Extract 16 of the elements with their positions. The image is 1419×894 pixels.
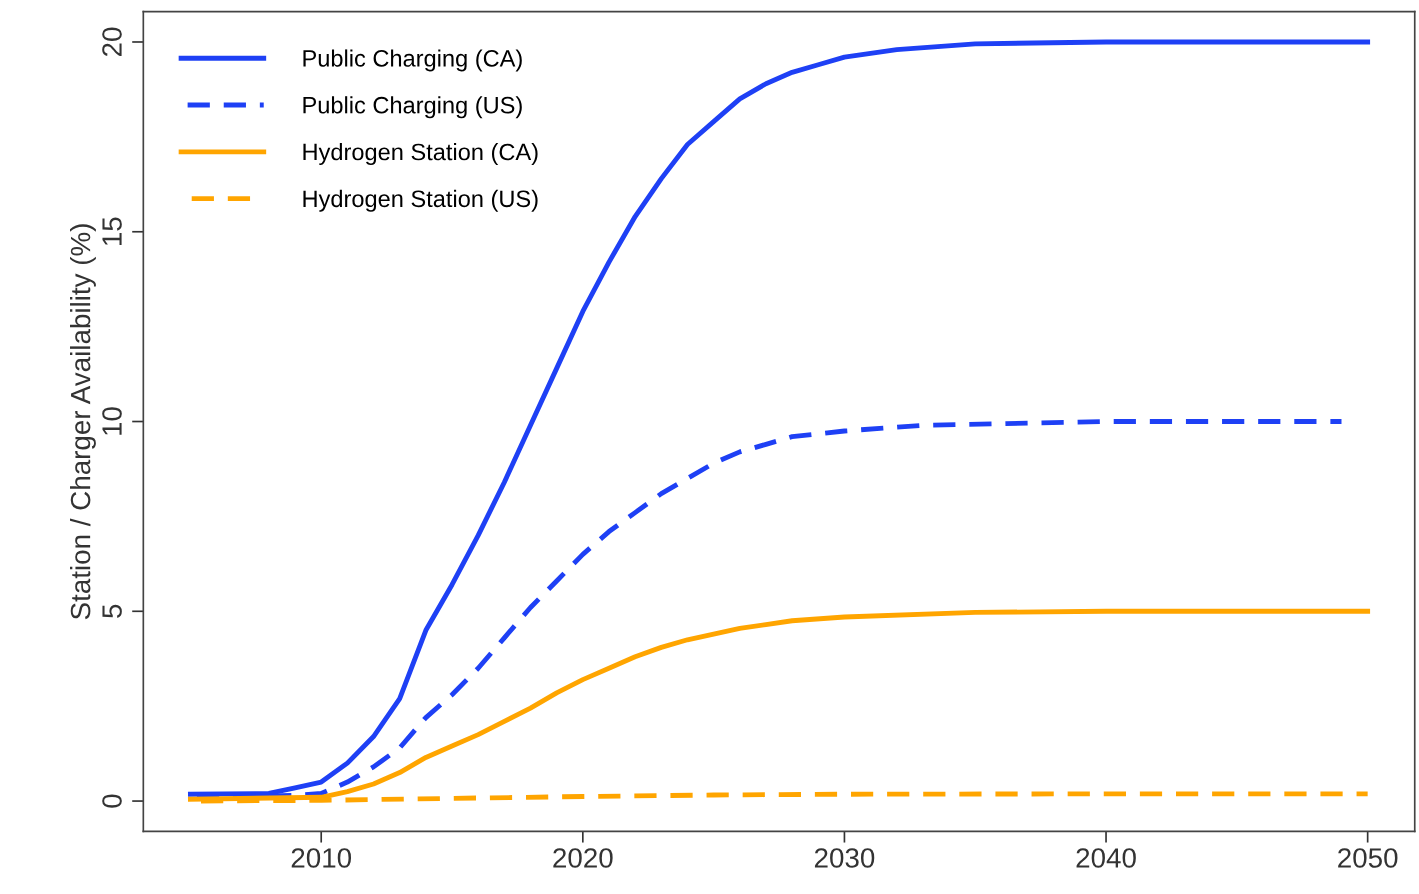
line-series <box>187 39 1371 797</box>
y-tick-label: 20 <box>102 27 122 57</box>
x-tick-label: 2040 <box>1076 848 1136 868</box>
x-tick-label: 2030 <box>814 848 875 868</box>
legend-label: Public Charging (CA) <box>303 49 522 72</box>
y-axis-title: Station / Charger Availability (%) <box>70 224 96 620</box>
x-tick-label: 2010 <box>291 848 352 868</box>
y-tick-label: 10 <box>102 407 122 435</box>
legend-label: Public Charging (US) <box>303 96 522 119</box>
x-tick-label: 2020 <box>553 848 613 868</box>
legend-label: Hydrogen Station (CA) <box>303 143 538 166</box>
x-tick-label: 2050 <box>1338 848 1398 868</box>
y-tick-label: 15 <box>102 217 122 246</box>
legend-label: Hydrogen Station (US) <box>303 189 538 212</box>
y-tick-label: 5 <box>102 604 122 618</box>
y-tick-label: 0 <box>102 794 122 808</box>
